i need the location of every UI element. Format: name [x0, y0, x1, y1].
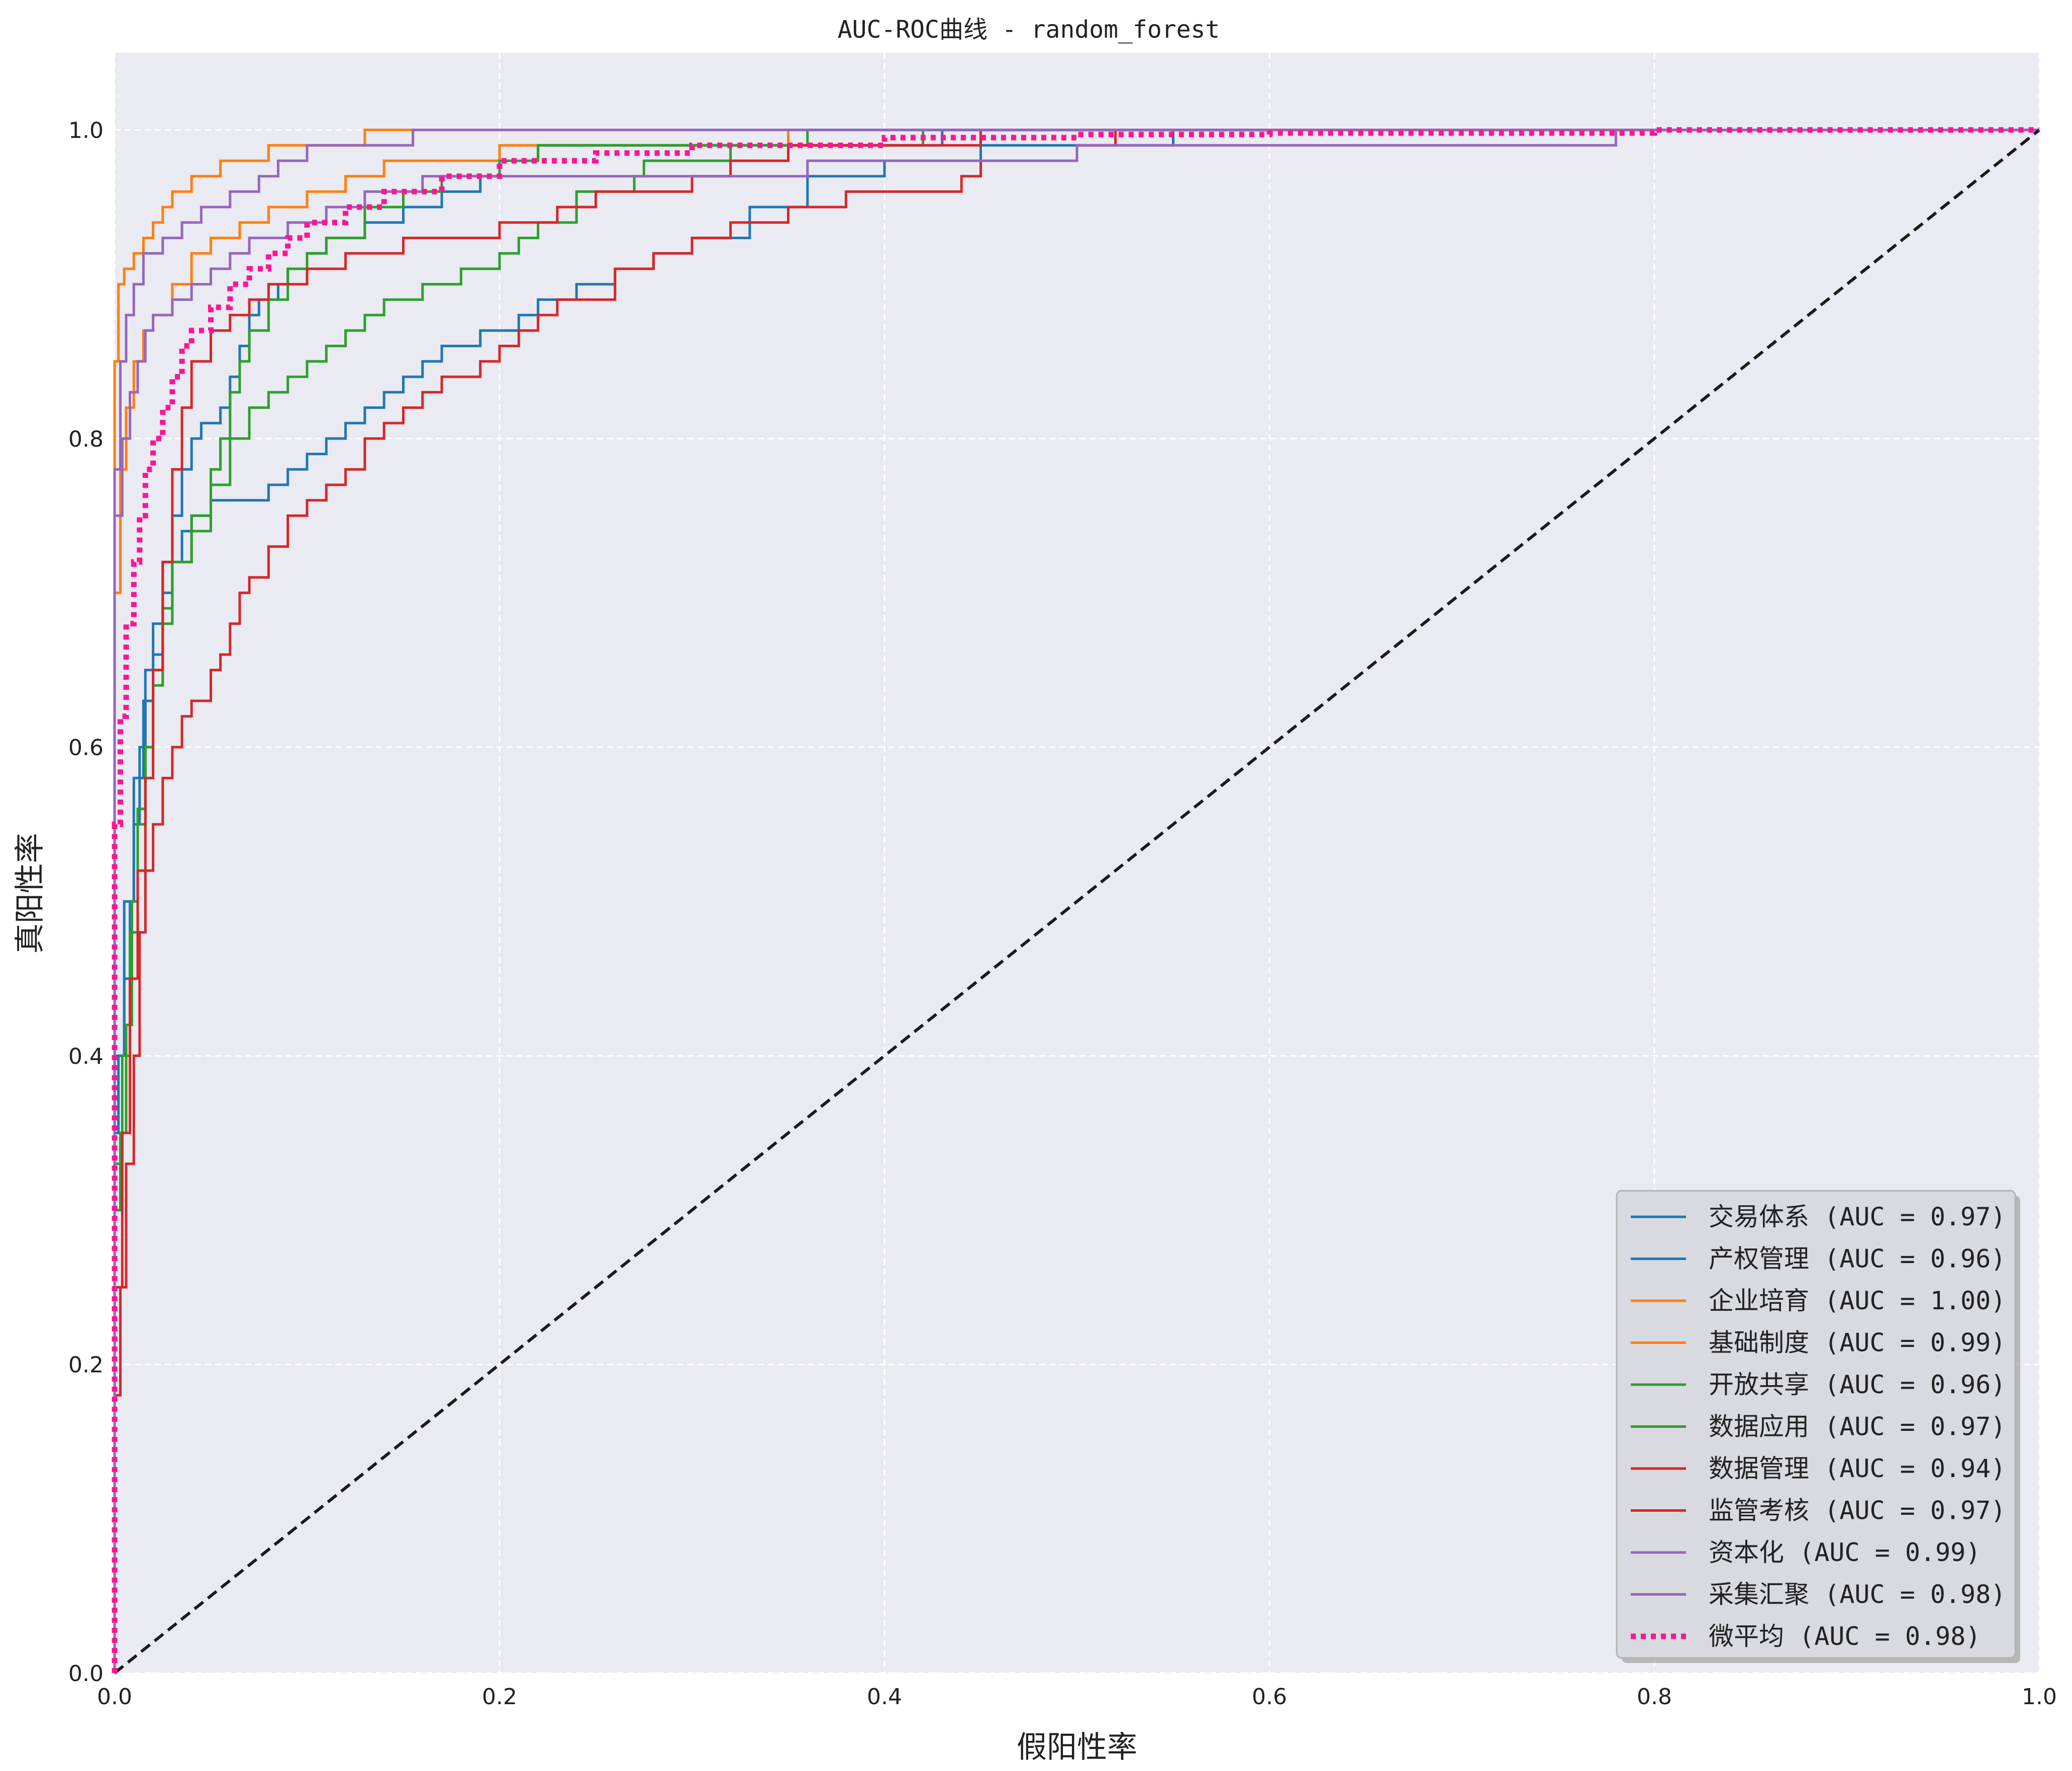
chart-title: AUC-ROC曲线 - random_forest: [838, 16, 1220, 44]
x-axis-ticks: 0.0 0.2 0.4 0.6 0.8 1.0: [97, 1684, 2057, 1710]
y-tick-label: 0.2: [68, 1352, 104, 1378]
legend-label: 产权管理 (AUC = 0.96): [1709, 1244, 2006, 1274]
x-tick-label: 1.0: [2022, 1684, 2057, 1710]
y-tick-label: 0.8: [68, 427, 104, 452]
x-tick-label: 0.2: [482, 1684, 517, 1710]
diagonal-reference-line: [114, 129, 2040, 1675]
y-axis-ticks: 0.0 0.2 0.4 0.6 0.8 1.0: [68, 118, 104, 1687]
x-tick-label: 0.4: [867, 1684, 902, 1710]
series-line-2: [113, 129, 2039, 1673]
legend-label: 交易体系 (AUC = 0.97): [1709, 1202, 2006, 1231]
legend-box: [1616, 1190, 2016, 1659]
x-tick-label: 0.0: [97, 1684, 132, 1710]
series-line-6: [113, 129, 2039, 1673]
y-axis-title: 真阳性率: [13, 833, 48, 954]
legend-items: 交易体系 (AUC = 0.97) 产权管理 (AUC = 0.96) 企业培育 (…: [1631, 1202, 2006, 1651]
legend-label: 微平均 (AUC = 0.98): [1709, 1622, 1981, 1651]
legend-label: 监管考核 (AUC = 0.97): [1709, 1496, 2006, 1525]
y-tick-label: 0.4: [68, 1044, 104, 1069]
legend-label: 资本化 (AUC = 0.99): [1709, 1538, 1981, 1567]
series-line-10: [112, 127, 2039, 1673]
y-tick-label: 0.6: [68, 735, 104, 761]
legend: 交易体系 (AUC = 0.97) 产权管理 (AUC = 0.96) 企业培育 (…: [1616, 1190, 2020, 1663]
series-lines: [112, 127, 2040, 1675]
x-tick-label: 0.8: [1637, 1684, 1672, 1710]
x-axis-title: 假阳性率: [1017, 1730, 1137, 1765]
legend-label: 数据应用 (AUC = 0.97): [1709, 1412, 2006, 1441]
legend-label: 企业培育 (AUC = 1.00): [1709, 1286, 2006, 1315]
legend-label: 开放共享 (AUC = 0.96): [1709, 1370, 2006, 1399]
legend-label: 采集汇聚 (AUC = 0.98): [1709, 1580, 2006, 1609]
y-tick-label: 1.0: [68, 118, 104, 144]
series-line-9: [113, 129, 2039, 1673]
series-line-7: [113, 129, 2039, 1673]
y-tick-label: 0.0: [68, 1661, 104, 1687]
x-tick-label: 0.6: [1252, 1684, 1287, 1710]
legend-label: 基础制度 (AUC = 0.99): [1709, 1328, 2006, 1358]
legend-label: 数据管理 (AUC = 0.94): [1709, 1454, 2006, 1483]
series-line-8: [113, 129, 2039, 1673]
